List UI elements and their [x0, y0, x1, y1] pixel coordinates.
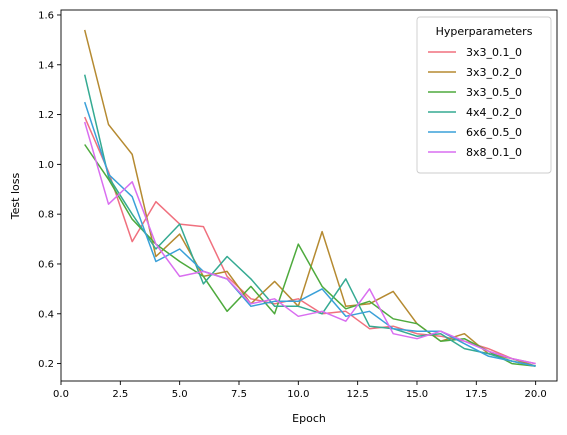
plot-lines [83, 29, 536, 367]
x-tick-label: 5.0 [172, 389, 188, 400]
x-tick-label: 12.5 [347, 389, 369, 400]
y-tick-label: 0.6 [38, 259, 54, 270]
x-tick-label: 0.0 [53, 389, 69, 400]
y-tick-label: 1.0 [38, 160, 54, 171]
x-axis: 0.0 2.5 5.0 7.5 10.0 12.5 15.0 17.5 20.0 [53, 381, 547, 400]
series-line-6x6_0.5_0 [83, 101, 536, 367]
legend-label: 6x6_0.5_0 [466, 126, 522, 139]
legend-title: Hyperparameters [436, 25, 533, 38]
x-tick-label: 15.0 [406, 389, 428, 400]
y-tick-label: 1.6 [38, 10, 54, 21]
series-line-4x4_0.2_0 [83, 74, 536, 367]
plot-frame [60, 9, 558, 382]
series-line-8x8_0.1_0 [83, 121, 536, 365]
legend: Hyperparameters 3x3_0.1_03x3_0.2_03x3_0.… [416, 16, 552, 174]
y-tick-label: 0.8 [38, 210, 54, 221]
x-tick-label: 10.0 [287, 389, 309, 400]
x-tick-label: 17.5 [465, 389, 487, 400]
legend-box [416, 16, 552, 174]
x-tick-label: 2.5 [112, 389, 128, 400]
legend-label: 3x3_0.5_0 [466, 86, 522, 99]
legend-label: 8x8_0.1_0 [466, 146, 522, 159]
y-tick-label: 0.2 [38, 359, 54, 370]
y-axis-label: Test loss [9, 173, 22, 221]
x-tick-label: 7.5 [231, 389, 247, 400]
y-tick-label: 0.4 [38, 309, 54, 320]
series-line-3x3_0.2_0 [83, 29, 536, 367]
y-tick-label: 1.4 [38, 60, 54, 71]
x-axis-label: Epoch [292, 412, 326, 425]
legend-label: 4x4_0.2_0 [466, 106, 522, 119]
legend-label: 3x3_0.2_0 [466, 66, 522, 79]
x-tick-label: 20.0 [525, 389, 547, 400]
y-tick-label: 1.2 [38, 110, 54, 121]
legend-entries: 3x3_0.1_0 3x3_0.2_0 3x3_0.5_0 4x4_0.2_0 6x6_… [428, 46, 522, 159]
series-line-3x3_0.5_0 [84, 144, 536, 367]
legend-label: 3x3_0.1_0 [466, 46, 522, 59]
y-axis: 0.2 0.4 0.6 0.8 1.0 1.2 1.4 1.6 [38, 10, 61, 370]
series-line-3x3_0.1_0 [84, 116, 536, 365]
